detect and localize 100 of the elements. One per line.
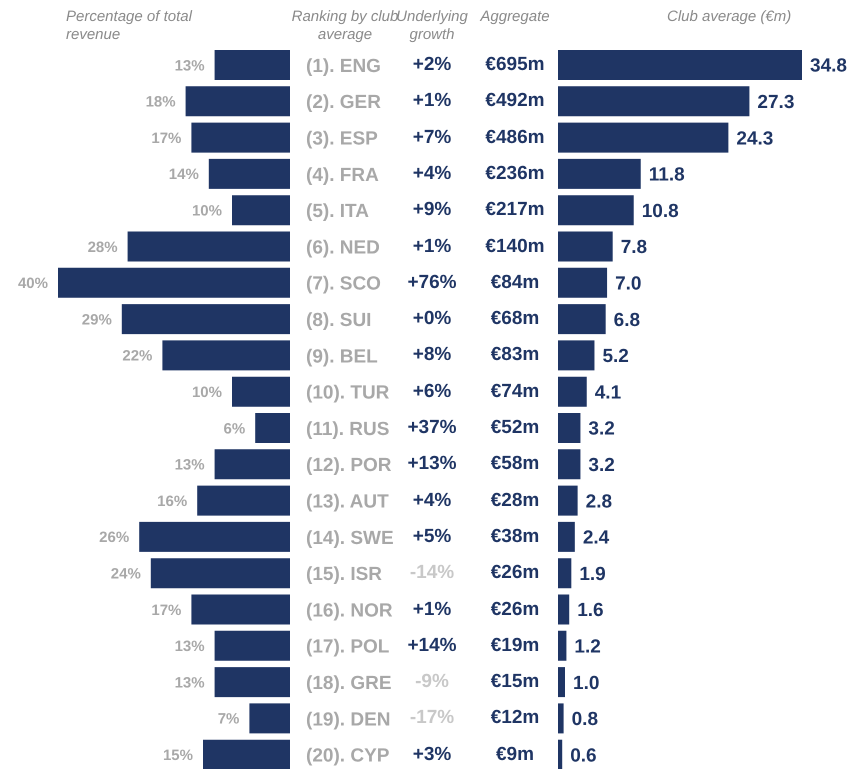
- text: +1%: [412, 598, 452, 620]
- text: €58m: [490, 452, 540, 476]
- text: €84m: [490, 270, 540, 295]
- data-label: 10%: [192, 202, 222, 220]
- bar: [558, 703, 564, 734]
- bar: [558, 304, 606, 334]
- data-label: 17%: [151, 130, 182, 147]
- data-label: 24%: [110, 565, 141, 582]
- data-label: 7.0: [615, 273, 642, 294]
- data-label: 4.1: [594, 382, 622, 404]
- bar: [249, 703, 290, 734]
- text: +6%: [412, 380, 452, 402]
- data-label: 1.6: [577, 600, 604, 622]
- bar: [558, 86, 750, 116]
- y-tick-label: (6). NED: [306, 237, 380, 258]
- data-label: 1.9: [579, 564, 606, 585]
- text: +37%: [407, 417, 457, 438]
- text: +14%: [407, 634, 457, 656]
- bar: [558, 594, 570, 624]
- text: €83m: [490, 343, 540, 368]
- bar: [255, 413, 290, 443]
- text: €52m: [490, 416, 540, 440]
- bar: [214, 449, 290, 480]
- text: +76%: [406, 270, 458, 295]
- y-tick-label: (9). BEL: [306, 346, 378, 368]
- bar: [558, 486, 578, 516]
- text: +2%: [412, 53, 452, 77]
- y-axis-title: Ranking by club average: [290, 8, 398, 44]
- text: €217m: [484, 198, 546, 222]
- text: €68m: [490, 307, 540, 332]
- data-label: 34.8: [810, 56, 847, 77]
- y-tick-label: (7). SCO: [306, 274, 381, 295]
- text: Aggregate: [478, 8, 551, 26]
- data-label: 18%: [146, 94, 176, 111]
- text: €26m: [490, 598, 540, 622]
- bar: [191, 122, 290, 153]
- bar: [122, 304, 290, 334]
- text: €12m: [490, 706, 540, 730]
- data-label: 14%: [168, 166, 199, 184]
- text: +1%: [412, 89, 452, 114]
- bar: [139, 522, 290, 552]
- data-label: 17%: [151, 602, 182, 619]
- bar: [558, 376, 587, 407]
- data-label: 11.8: [648, 164, 685, 186]
- bar: [232, 376, 290, 407]
- text: €486m: [484, 126, 546, 150]
- data-label: 13%: [174, 456, 205, 474]
- bar: [558, 232, 613, 262]
- text: +8%: [412, 343, 452, 368]
- bar: [558, 158, 641, 189]
- data-label: 28%: [88, 238, 118, 256]
- data-label: 1.2: [574, 636, 601, 658]
- bar: [558, 667, 566, 698]
- bar: [208, 158, 290, 189]
- data-label: 10.8: [642, 200, 679, 222]
- text: +1%: [412, 234, 452, 258]
- bar: [558, 558, 572, 588]
- bar: [558, 630, 566, 661]
- data-label: 40%: [18, 275, 48, 292]
- bar: [558, 50, 802, 80]
- bar: [558, 195, 634, 226]
- y-tick-label: (8). SUI: [306, 310, 372, 331]
- text: €26m: [490, 561, 540, 586]
- y-tick-label: (19). DEN: [306, 709, 390, 730]
- y-tick-label: (18). GRE: [306, 672, 392, 694]
- data-label: 6%: [224, 420, 246, 438]
- text: €9m: [494, 742, 536, 767]
- bar: [186, 86, 290, 116]
- text: €15m: [490, 670, 540, 694]
- data-label: 2.4: [582, 528, 610, 549]
- data-label: 22%: [122, 348, 152, 365]
- text: €140m: [484, 234, 546, 258]
- data-label: 7%: [218, 710, 240, 728]
- bar: [128, 232, 290, 262]
- text: +13%: [407, 453, 457, 474]
- y-tick-label: (12). POR: [306, 455, 392, 476]
- data-label: 13%: [174, 57, 205, 74]
- data-label: 0.8: [572, 709, 598, 730]
- text: +4%: [412, 162, 452, 186]
- text: +4%: [412, 488, 452, 513]
- data-label: 24.3: [736, 128, 774, 150]
- data-label: 0.6: [570, 745, 597, 766]
- chart-title: Percentage of total revenue: [66, 8, 194, 44]
- y-tick-label: (16). NOR: [306, 600, 393, 622]
- chart-title: Club average (€m): [667, 8, 792, 26]
- y-tick-label: (11). RUS: [306, 418, 390, 440]
- text: +7%: [412, 126, 452, 150]
- data-label: 13%: [174, 638, 205, 656]
- data-label: 16%: [157, 492, 188, 510]
- text: +0%: [412, 307, 452, 332]
- y-tick-label: (2). GER: [306, 92, 382, 114]
- text: €19m: [490, 634, 540, 658]
- bar: [197, 486, 290, 516]
- data-label: 15%: [162, 746, 193, 764]
- bar: [558, 449, 580, 480]
- y-tick-label: (20). CYP: [306, 746, 390, 767]
- y-tick-label: (10). TUR: [306, 382, 390, 404]
- y-tick-label: (3). ESP: [306, 128, 378, 150]
- y-tick-label: (14). SWE: [306, 528, 394, 549]
- bar: [58, 268, 290, 298]
